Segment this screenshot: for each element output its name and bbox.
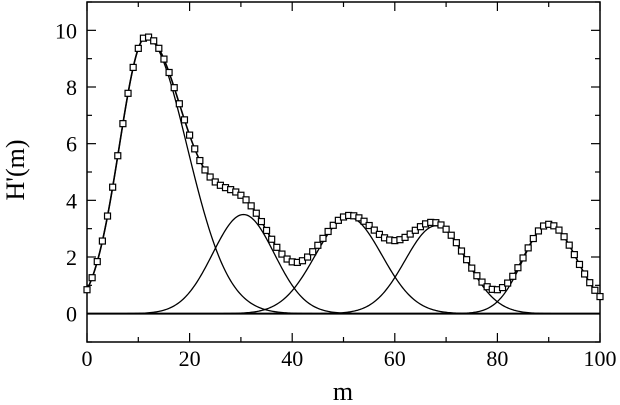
data-point — [534, 227, 543, 235]
tick-labels: 0 20 40 60 80 100 0 2 4 6 8 10 — [55, 18, 617, 371]
component-curve-1 — [86, 36, 600, 315]
x-tick-label: 40 — [281, 346, 303, 371]
data-point — [83, 286, 91, 294]
data-point — [596, 292, 604, 301]
data-point — [273, 243, 281, 251]
data-point — [150, 37, 158, 45]
component-curve-5 — [87, 223, 601, 315]
data-point — [98, 237, 106, 245]
data-point — [442, 225, 450, 233]
data-point — [160, 55, 168, 63]
x-tick-label: 100 — [584, 346, 617, 371]
data-point — [365, 221, 373, 230]
data-point — [309, 248, 317, 256]
y-axis-label: H'(m) — [1, 139, 30, 200]
data-point — [93, 258, 101, 266]
data-point — [529, 234, 537, 243]
data-point — [565, 241, 573, 249]
data-point — [103, 212, 112, 220]
data-point — [324, 227, 332, 236]
y-tick-label: 8 — [66, 75, 77, 100]
data-point — [468, 264, 476, 272]
data-point — [165, 68, 173, 77]
data-point — [575, 260, 584, 269]
data-point — [498, 284, 507, 292]
data-point — [519, 254, 527, 262]
curves — [86, 35, 601, 315]
data-point — [180, 116, 189, 124]
plot-frame — [86, 1, 601, 343]
data-point — [124, 89, 132, 97]
data-point — [134, 44, 142, 52]
data-point — [129, 63, 137, 72]
data-point — [119, 120, 127, 128]
y-tick-label: 10 — [55, 18, 77, 43]
data-point — [314, 241, 322, 249]
x-tick-label: 20 — [179, 346, 201, 371]
data-point — [170, 84, 178, 92]
data-point — [586, 279, 594, 287]
data-point — [411, 226, 419, 234]
data-point — [524, 244, 532, 252]
data-point — [555, 226, 563, 234]
data-point — [242, 196, 250, 204]
data-point — [437, 221, 445, 229]
data-point — [201, 166, 209, 174]
data-point — [319, 234, 327, 242]
data-point — [186, 131, 194, 139]
data-point — [303, 253, 312, 261]
data-point — [262, 226, 271, 235]
data-point — [278, 250, 286, 258]
data-point — [268, 235, 276, 243]
data-point — [144, 33, 153, 41]
data-point — [257, 217, 266, 226]
component-curve-2 — [87, 213, 600, 315]
component-curve-3 — [87, 216, 600, 315]
x-tick-label: 60 — [384, 346, 406, 371]
data-point — [329, 221, 337, 229]
data-point — [247, 202, 255, 210]
data-point — [191, 145, 199, 153]
data-point — [514, 264, 522, 272]
data-point — [504, 279, 512, 287]
y-tick-label: 6 — [66, 132, 77, 157]
data-point — [252, 209, 260, 217]
y-tick-label: 2 — [66, 245, 77, 270]
data-point — [550, 222, 558, 230]
data-point — [570, 251, 578, 259]
x-tick-label: 0 — [82, 346, 93, 371]
data-point — [114, 152, 122, 160]
data-point — [206, 173, 214, 181]
data-point — [509, 272, 517, 280]
data-point — [109, 183, 117, 191]
data-point — [457, 247, 466, 255]
data-point — [360, 217, 368, 225]
x-tick-label: 80 — [486, 346, 508, 371]
ticks — [86, 1, 601, 343]
y-tick-label: 0 — [66, 302, 77, 327]
data-point — [175, 100, 183, 108]
data-point — [473, 272, 481, 280]
data-point — [237, 191, 245, 199]
data-point — [406, 230, 414, 238]
data-point — [298, 257, 307, 265]
data-point — [560, 233, 568, 241]
data-point — [155, 44, 163, 52]
data-point — [370, 226, 378, 234]
data-point — [463, 256, 471, 264]
y-tick-label: 4 — [66, 188, 77, 213]
data-point — [196, 156, 204, 165]
data-point — [581, 270, 589, 278]
data-point — [591, 286, 599, 294]
markers — [83, 33, 604, 301]
data-point — [478, 278, 486, 286]
data-point — [88, 274, 96, 282]
component-curve-4 — [87, 225, 600, 315]
data-point — [452, 239, 460, 247]
data-point — [447, 231, 455, 239]
x-axis-label: m — [333, 377, 353, 405]
